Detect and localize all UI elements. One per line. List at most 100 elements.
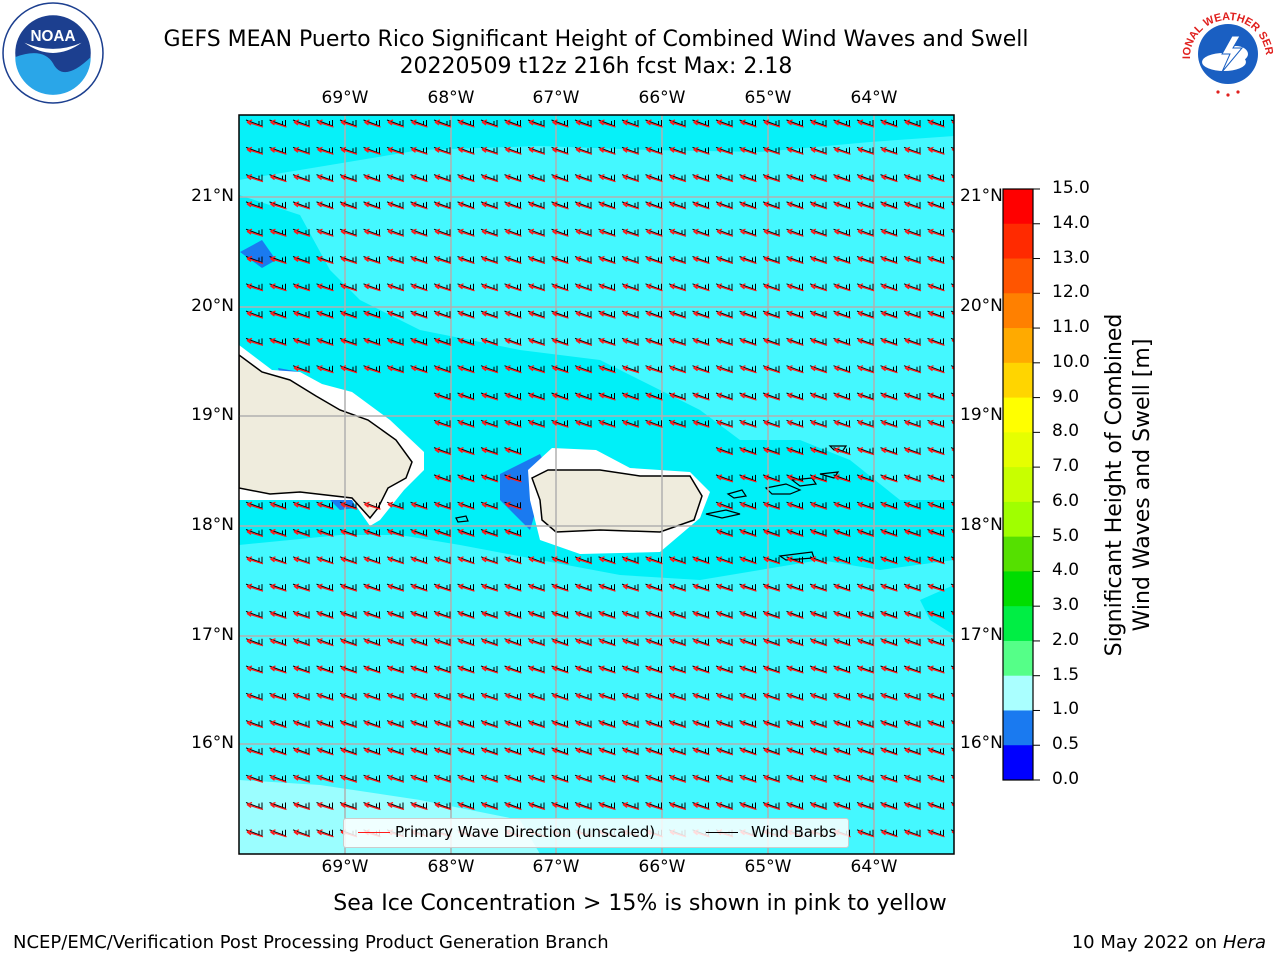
wave-arrow <box>740 719 757 729</box>
wave-arrow <box>622 719 640 729</box>
colorbar-tick-label: 0.0 <box>1052 769 1080 789</box>
wind-barb <box>739 720 756 728</box>
wave-arrow <box>928 392 945 401</box>
wind-barb <box>292 365 310 373</box>
wind-barb <box>762 365 780 373</box>
wind-barb <box>527 337 545 346</box>
wind-barb <box>433 474 451 482</box>
wave-arrow <box>458 146 475 155</box>
wave-arrow <box>693 283 710 292</box>
legend: Primary Wave Direction (unscaled) Wind B… <box>343 818 849 848</box>
wave-arrow <box>646 337 663 347</box>
wind-barb <box>269 802 286 810</box>
wave-arrow <box>857 419 875 428</box>
wave-arrow <box>552 638 569 647</box>
wind-barb <box>880 638 897 646</box>
wave-arrow <box>481 146 499 155</box>
wind-barb <box>856 474 874 482</box>
wave-arrow <box>387 228 405 237</box>
wave-arrow <box>928 310 945 319</box>
wave-arrow <box>951 611 954 616</box>
wave-arrow <box>364 556 381 565</box>
wind-barb <box>386 665 404 673</box>
wave-arrow <box>458 255 475 265</box>
wave-arrow <box>505 665 522 674</box>
wave-arrow <box>881 446 898 456</box>
wind-barb <box>504 556 521 564</box>
wind-barb <box>386 228 404 236</box>
wind-barb <box>856 174 874 182</box>
wind-barb <box>269 501 286 509</box>
wave-arrow <box>928 583 945 592</box>
wave-arrow <box>834 446 851 456</box>
wind-barb <box>786 665 803 673</box>
wave-arrow <box>881 201 898 210</box>
wave-arrow <box>528 228 546 237</box>
wind-barb <box>786 201 803 209</box>
wave-arrow <box>716 719 734 729</box>
wind-barb <box>739 365 756 373</box>
wave-arrow <box>881 337 898 347</box>
wind-barb <box>645 337 662 346</box>
wind-barb <box>292 256 310 264</box>
wind-barb <box>410 146 427 155</box>
wind-barb <box>645 228 662 236</box>
wave-arrow <box>293 146 311 155</box>
wind-barb <box>786 610 803 619</box>
wind-barb <box>833 146 850 155</box>
wave-arrow <box>904 528 922 538</box>
wind-barb <box>339 201 357 209</box>
wind-barb <box>292 802 310 810</box>
wind-barb <box>739 692 756 701</box>
wave-arrow <box>434 583 452 592</box>
wind-barb <box>856 419 874 428</box>
wind-barb <box>598 720 615 728</box>
wind-barb <box>480 610 498 619</box>
wind-barb <box>715 610 733 619</box>
wave-arrow <box>693 365 710 374</box>
wind-barb <box>363 529 380 537</box>
wave-arrow <box>528 173 546 183</box>
wave-arrow <box>904 774 922 783</box>
wind-barb <box>410 802 427 810</box>
wave-arrow <box>622 801 640 811</box>
wave-arrow <box>434 173 452 183</box>
wave-arrow <box>575 638 593 647</box>
wave-arrow <box>364 665 381 674</box>
wave-arrow <box>904 119 922 128</box>
wave-arrow <box>411 365 428 374</box>
wave-arrow <box>528 365 546 374</box>
wind-barb <box>903 556 921 564</box>
wind-barb <box>927 774 944 782</box>
wave-arrow <box>857 719 875 729</box>
wind-barb <box>574 556 592 564</box>
wind-barb <box>786 501 803 509</box>
wind-barb <box>504 583 521 591</box>
wave-arrow <box>834 556 851 565</box>
wind-barb <box>504 256 521 264</box>
wind-barb <box>856 119 874 127</box>
wind-barb <box>668 174 686 182</box>
wave-arrow <box>763 392 781 401</box>
wind-barb <box>480 474 498 482</box>
lat-label-left: 19°N <box>191 405 234 425</box>
wave-arrow <box>693 419 710 428</box>
wind-barb <box>927 310 944 318</box>
wave-arrow <box>646 583 663 592</box>
wind-barb <box>504 665 521 673</box>
wave-arrow <box>317 173 334 183</box>
wind-barb <box>410 692 427 701</box>
wave-arrow <box>622 146 640 155</box>
wave-arrow <box>364 365 381 374</box>
wave-arrow <box>246 501 264 510</box>
wave-arrow <box>552 365 569 374</box>
wave-arrow <box>669 283 687 292</box>
wave-arrow <box>364 173 381 183</box>
wave-arrow <box>364 119 381 128</box>
wave-arrow <box>528 801 546 811</box>
wind-barb <box>551 556 568 564</box>
wind-barb <box>574 146 592 155</box>
wave-arrow <box>810 556 828 565</box>
wind-barb <box>786 447 803 455</box>
wave-arrow <box>881 528 898 538</box>
